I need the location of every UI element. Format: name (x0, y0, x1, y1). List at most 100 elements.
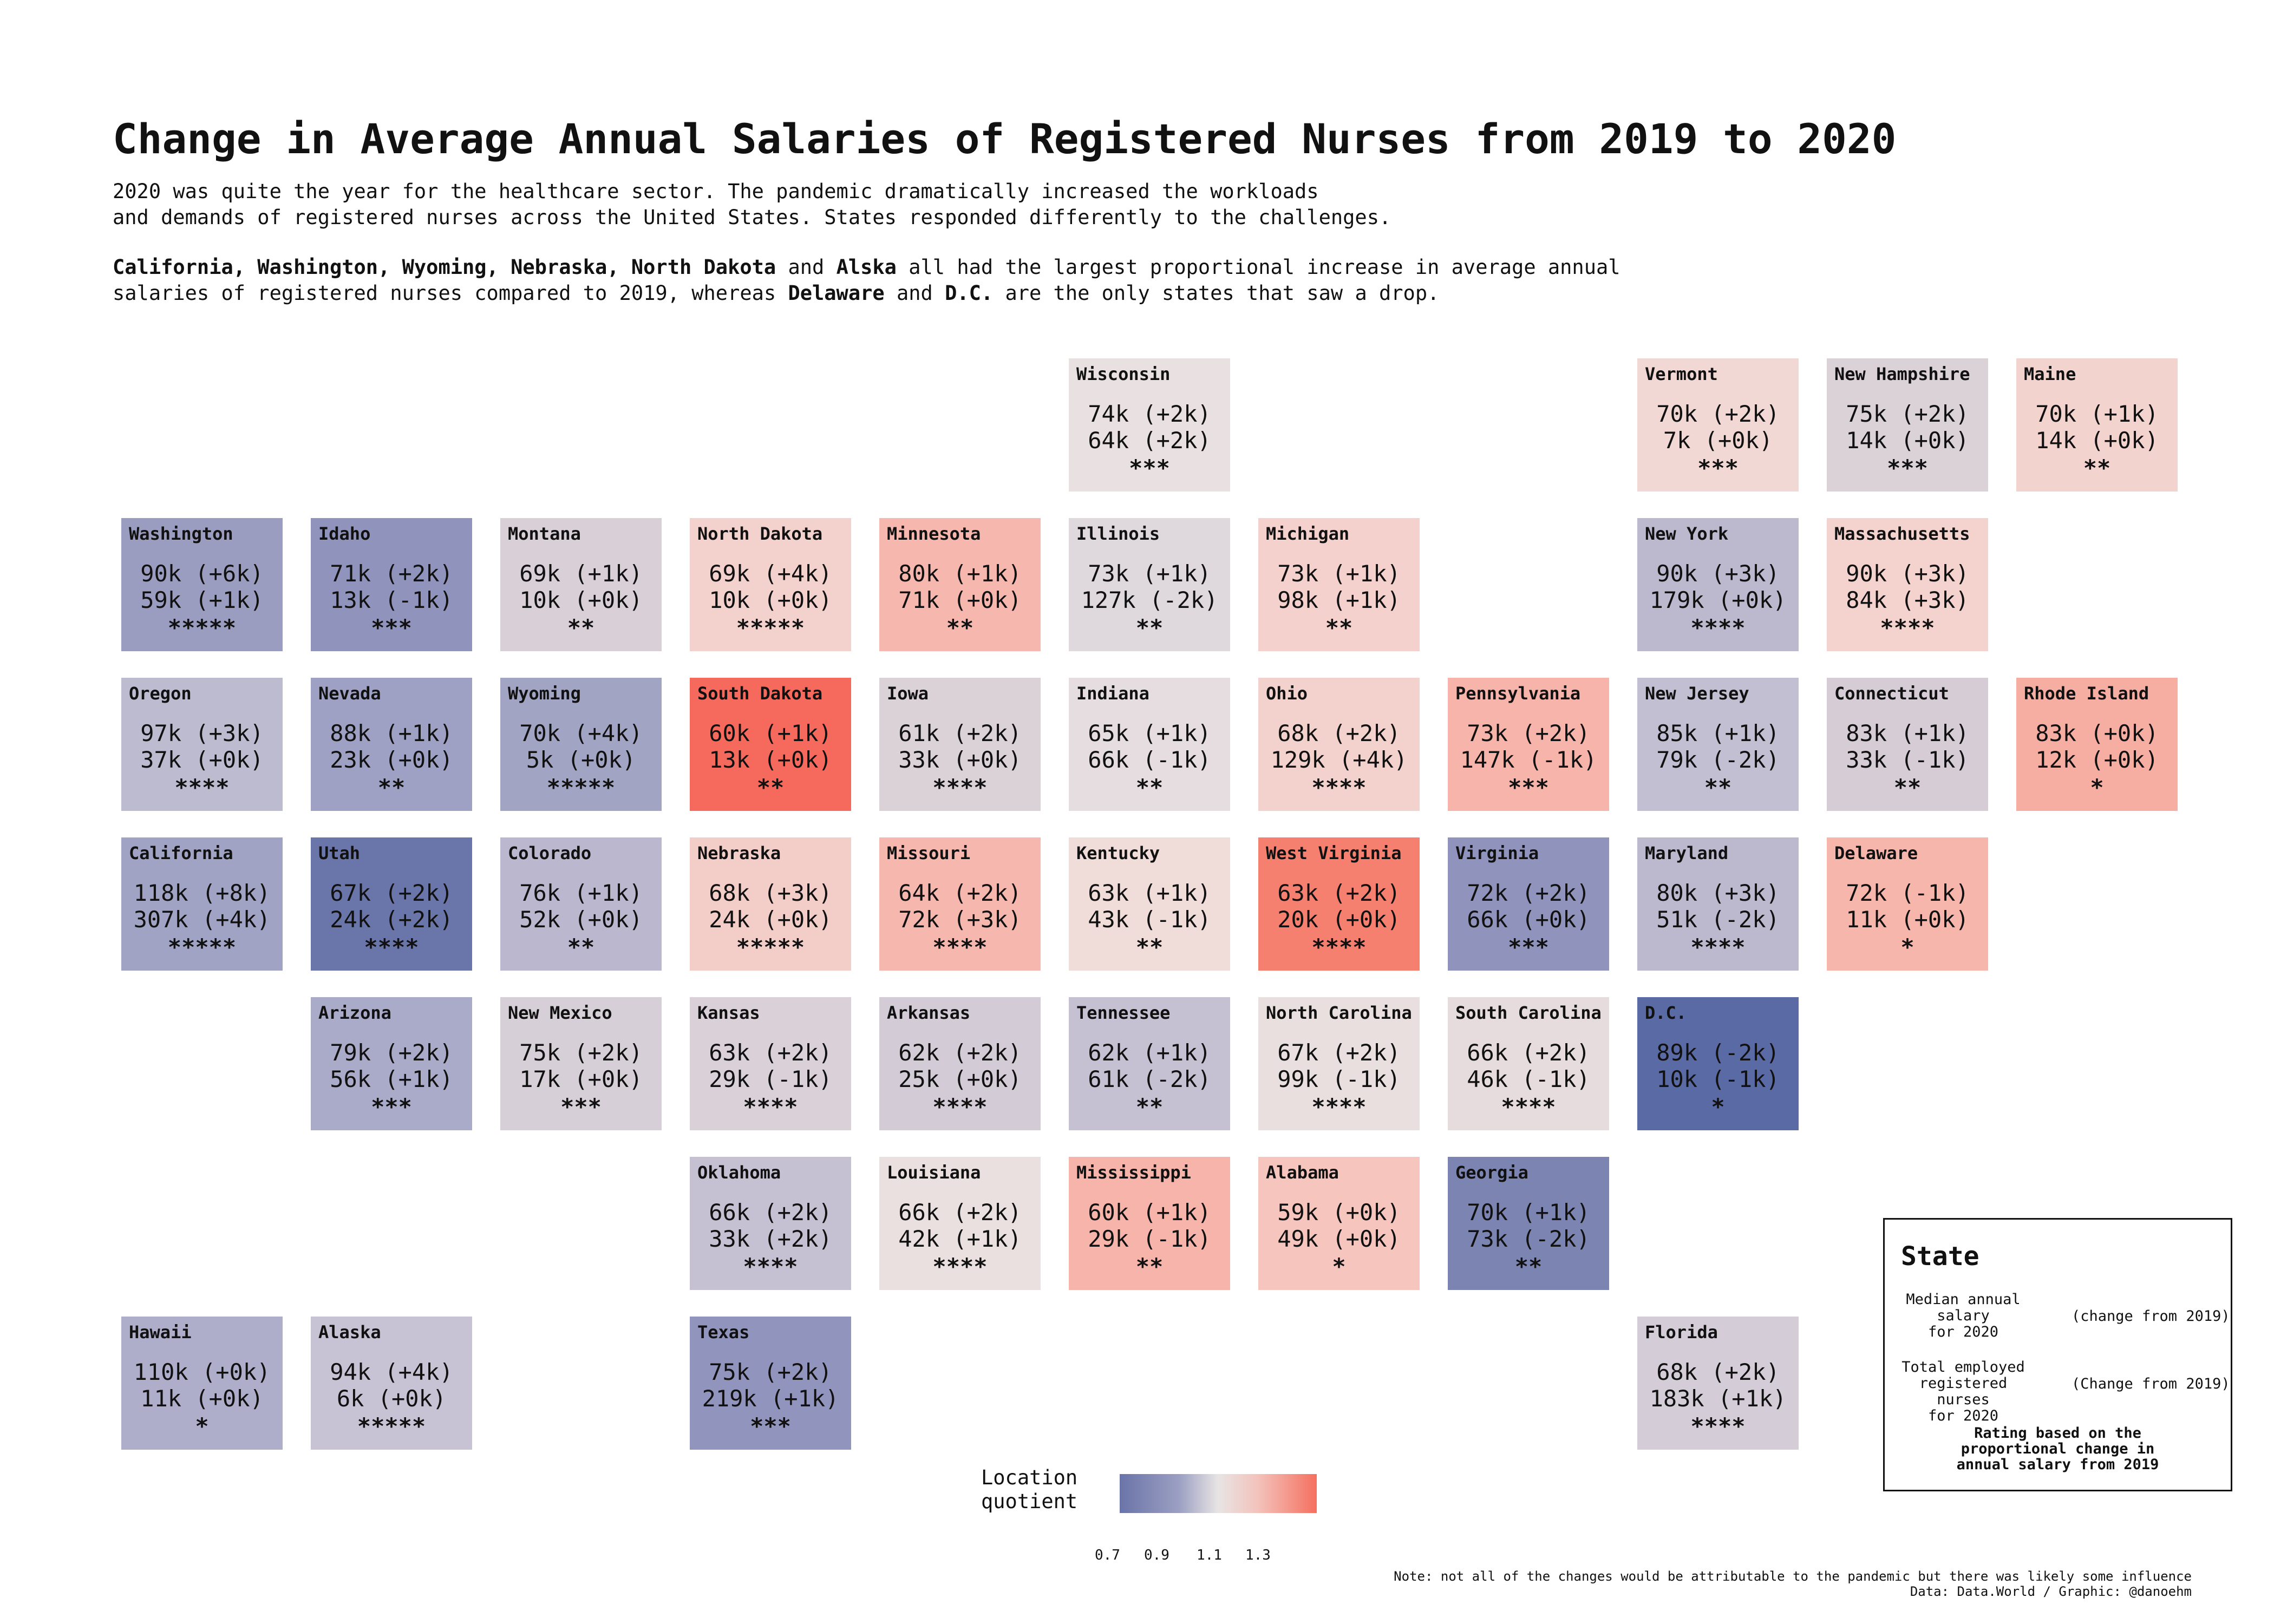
state-tile: Maine 70k (+1k) 14k (+0k) ** (2016, 358, 2178, 492)
state-employed: 13k (+0k) (709, 746, 832, 773)
state-salary: 60k (+1k) (709, 720, 832, 746)
state-rating: *** (1508, 774, 1549, 801)
state-tile: Oregon 97k (+3k) 37k (+0k) **** (121, 678, 283, 811)
state-salary: 90k (+3k) (1656, 560, 1780, 587)
state-rating: ** (567, 614, 595, 641)
state-rating: **** (932, 1093, 988, 1120)
state-employed: 147k (-1k) (1460, 746, 1597, 773)
state-tile: Arkansas 62k (+2k) 25k (+0k) **** (879, 997, 1041, 1130)
state-salary: 68k (+3k) (709, 880, 832, 906)
highlight-line-1: California, Washington, Wyoming, Nebrask… (113, 254, 1620, 280)
state-salary: 72k (+2k) (1467, 880, 1590, 906)
state-tile: Missouri 64k (+2k) 72k (+3k) **** (879, 837, 1041, 971)
state-name: Nebraska (697, 843, 781, 863)
state-rating: ***** (736, 614, 805, 641)
state-name: Minnesota (887, 523, 981, 544)
state-salary: 69k (+1k) (519, 560, 643, 587)
state-salary: 62k (+2k) (898, 1039, 1022, 1066)
state-salary: 73k (+2k) (1467, 720, 1590, 746)
state-employed: 11k (+0k) (1846, 906, 1969, 933)
state-name: Arizona (318, 1003, 391, 1023)
legend-salary-change: (change from 2019) (2072, 1308, 2230, 1325)
state-name: Kentucky (1076, 843, 1160, 863)
state-salary: 59k (+0k) (1277, 1199, 1401, 1226)
state-name: Utah (318, 843, 361, 863)
state-employed: 33k (+2k) (709, 1226, 832, 1252)
state-tile: Rhode Island 83k (+0k) 12k (+0k) * (2016, 678, 2178, 811)
state-employed: 42k (+1k) (898, 1226, 1022, 1252)
state-name: Vermont (1645, 364, 1718, 384)
state-name: Maine (2024, 364, 2076, 384)
state-tile: Delaware 72k (-1k) 11k (+0k) * (1827, 837, 1988, 971)
state-salary: 68k (+2k) (1277, 720, 1401, 746)
state-name: Tennessee (1076, 1003, 1171, 1023)
state-rating: **** (743, 1253, 798, 1280)
state-name: Hawaii (129, 1322, 192, 1343)
state-tile: South Dakota 60k (+1k) 13k (+0k) ** (690, 678, 851, 811)
state-name: New Mexico (508, 1003, 612, 1023)
state-salary: 62k (+1k) (1088, 1039, 1211, 1066)
state-salary: 85k (+1k) (1656, 720, 1780, 746)
state-salary: 66k (+2k) (709, 1199, 832, 1226)
state-tile: Florida 68k (+2k) 183k (+1k) **** (1637, 1317, 1799, 1450)
state-employed: 10k (+0k) (519, 587, 643, 613)
state-employed: 84k (+3k) (1846, 587, 1969, 613)
state-rating: **** (1311, 934, 1367, 960)
state-name: Idaho (318, 523, 371, 544)
legend-title: State (1901, 1241, 1979, 1272)
state-employed: 14k (+0k) (2035, 427, 2159, 454)
state-salary: 73k (+1k) (1277, 560, 1401, 587)
state-rating: ***** (167, 934, 237, 960)
state-name: Arkansas (887, 1003, 971, 1023)
state-tile: North Dakota 69k (+4k) 10k (+0k) ***** (690, 518, 851, 651)
state-salary: 75k (+2k) (709, 1359, 832, 1385)
state-rating: ***** (546, 774, 616, 801)
state-tile: Nevada 88k (+1k) 23k (+0k) ** (311, 678, 472, 811)
state-salary: 83k (+0k) (2035, 720, 2159, 746)
state-tile: Colorado 76k (+1k) 52k (+0k) ** (500, 837, 662, 971)
state-rating: * (1711, 1093, 1725, 1120)
state-tile: Georgia 70k (+1k) 73k (-2k) ** (1448, 1157, 1609, 1290)
state-salary: 89k (-2k) (1656, 1039, 1780, 1066)
state-employed: 13k (-1k) (330, 587, 453, 613)
state-tile: Indiana 65k (+1k) 66k (-1k) ** (1069, 678, 1230, 811)
state-tile: New Jersey 85k (+1k) 79k (-2k) ** (1637, 678, 1799, 811)
state-tile: Montana 69k (+1k) 10k (+0k) ** (500, 518, 662, 651)
state-tile: New York 90k (+3k) 179k (+0k) **** (1637, 518, 1799, 651)
state-rating: ***** (357, 1413, 426, 1439)
state-employed: 64k (+2k) (1088, 427, 1211, 454)
state-rating: **** (1690, 934, 1746, 960)
state-salary: 64k (+2k) (898, 880, 1022, 906)
state-rating: ** (946, 614, 974, 641)
state-tile: Washington 90k (+6k) 59k (+1k) ***** (121, 518, 283, 651)
state-employed: 183k (+1k) (1649, 1385, 1787, 1412)
state-salary: 66k (+2k) (898, 1199, 1022, 1226)
state-tile: Michigan 73k (+1k) 98k (+1k) ** (1258, 518, 1420, 651)
state-name: Louisiana (887, 1162, 981, 1183)
state-employed: 56k (+1k) (330, 1066, 453, 1092)
state-salary: 83k (+1k) (1846, 720, 1969, 746)
state-employed: 10k (+0k) (709, 587, 832, 613)
state-name: Pennsylvania (1455, 683, 1581, 704)
state-employed: 14k (+0k) (1846, 427, 1969, 454)
state-tile: Ohio 68k (+2k) 129k (+4k) **** (1258, 678, 1420, 811)
state-employed: 17k (+0k) (519, 1066, 643, 1092)
state-delaware-highlight: Delaware (788, 281, 885, 305)
state-rating: **** (1311, 1093, 1367, 1120)
state-rating: ** (2083, 455, 2111, 481)
state-salary: 79k (+2k) (330, 1039, 453, 1066)
state-salary: 74k (+2k) (1088, 401, 1211, 427)
state-employed: 99k (-1k) (1277, 1066, 1401, 1092)
highlight-line-2: salaries of registered nurses compared t… (113, 280, 1439, 306)
state-rating: *** (1508, 934, 1549, 960)
state-employed: 25k (+0k) (898, 1066, 1022, 1092)
state-rating: **** (1690, 1413, 1746, 1439)
colorbar-tick: 1.1 (1197, 1547, 1222, 1563)
state-tile: New Mexico 75k (+2k) 17k (+0k) *** (500, 997, 662, 1130)
state-employed: 37k (+0k) (140, 746, 264, 773)
state-tile: Oklahoma 66k (+2k) 33k (+2k) **** (690, 1157, 851, 1290)
state-salary: 63k (+2k) (709, 1039, 832, 1066)
colorbar-title: Location quotient (981, 1466, 1077, 1514)
state-tile: West Virginia 63k (+2k) 20k (+0k) **** (1258, 837, 1420, 971)
state-tile: Tennessee 62k (+1k) 61k (-2k) ** (1069, 997, 1230, 1130)
